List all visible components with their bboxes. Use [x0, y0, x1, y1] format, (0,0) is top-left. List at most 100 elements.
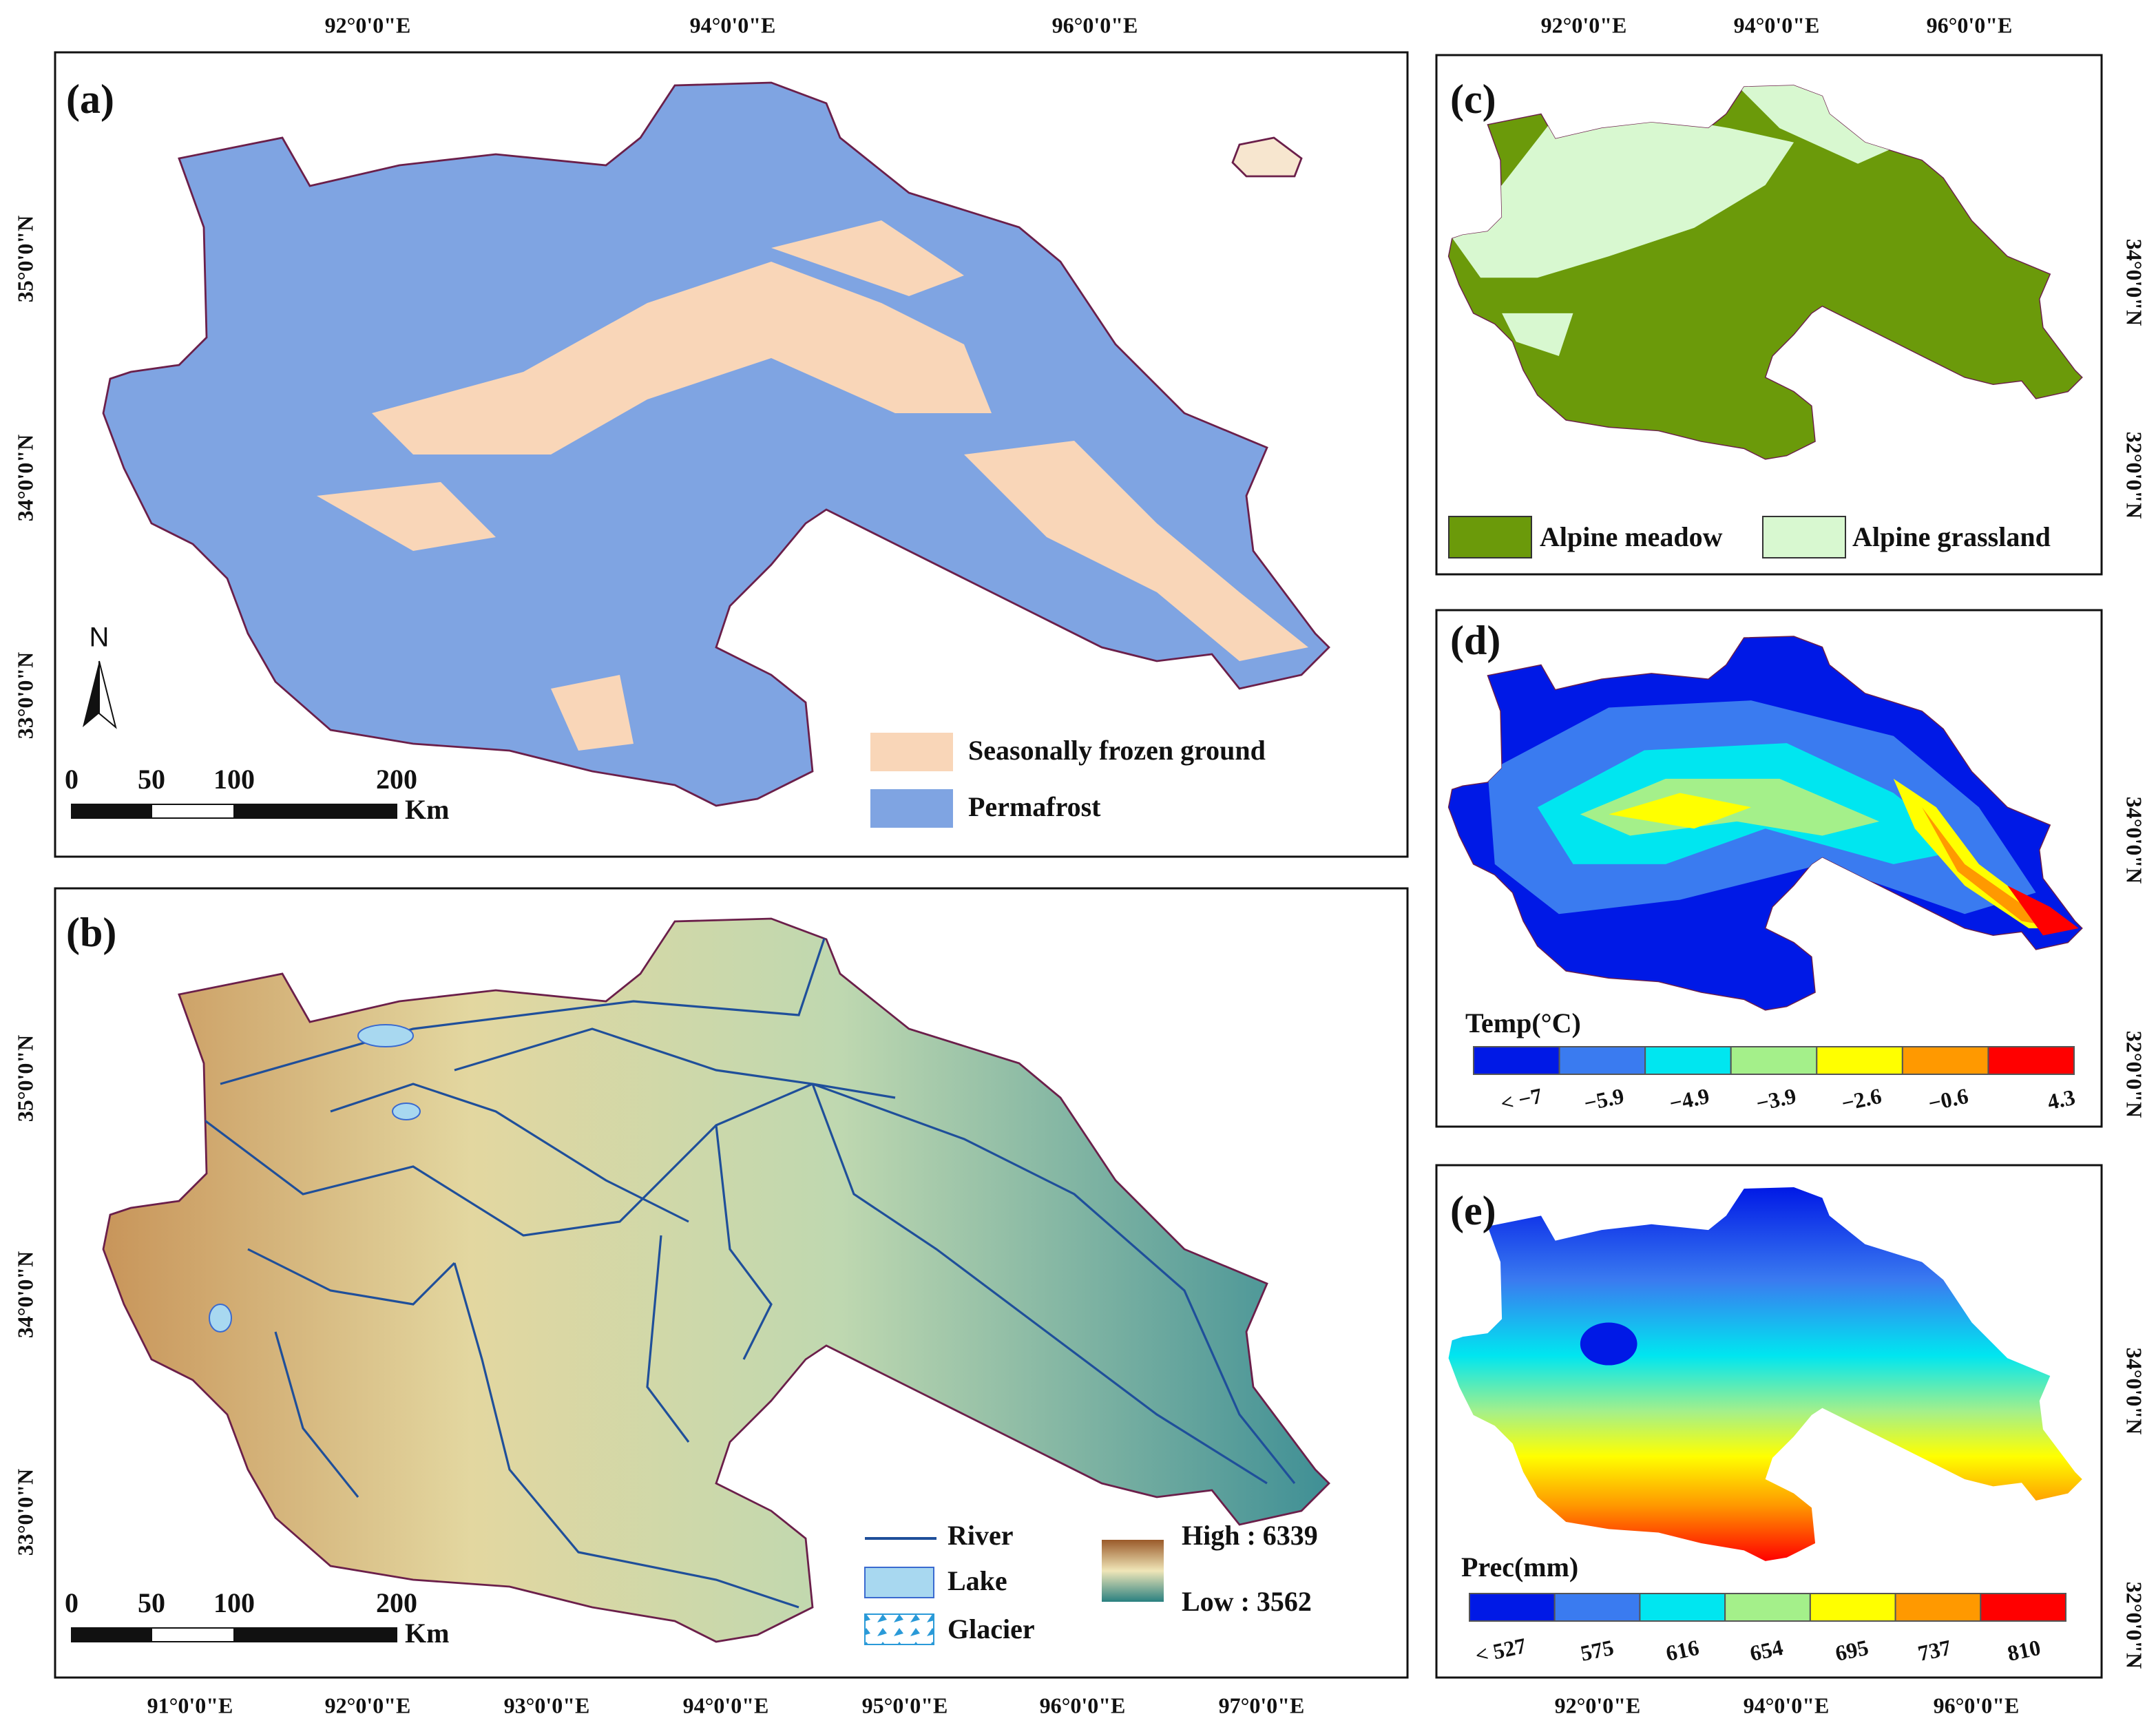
- colorbar-cell: [1987, 1046, 2075, 1075]
- colorbar-label: −0.6: [1926, 1083, 1970, 1116]
- axis-label: 32°0'0"N: [2122, 1582, 2147, 1669]
- scale-label: 50: [138, 764, 165, 795]
- panel-label: (b): [66, 910, 116, 955]
- north-label: N: [90, 623, 109, 653]
- legend-label: Low : 3562: [1182, 1586, 1312, 1617]
- colorbar-label: −4.9: [1667, 1083, 1711, 1116]
- north-arrow: [83, 661, 99, 727]
- colorbar-label: −5.9: [1582, 1083, 1626, 1116]
- panel-label: (c): [1450, 76, 1496, 122]
- panel-frame: [1435, 54, 2103, 576]
- colorbar-cell: [1473, 1046, 1560, 1075]
- colorbar-label: 4.3: [2045, 1085, 2077, 1115]
- scale-bar: [71, 804, 152, 819]
- legend-lake: [864, 1567, 934, 1598]
- axis-label: 96°0'0"E: [1052, 12, 1138, 37]
- legend-label: Lake: [948, 1565, 1007, 1596]
- legend-label: Permafrost: [968, 791, 1101, 822]
- colorbar-label: 737: [1916, 1635, 1953, 1666]
- axis-label: 34°0'0"N: [2122, 797, 2147, 884]
- colorbar-label: 810: [2005, 1635, 2042, 1666]
- legend-label: River: [948, 1520, 1014, 1551]
- colorbar-cell: [1901, 1046, 1989, 1075]
- map-b: [102, 917, 1330, 1643]
- axis-label: 95°0'0"E: [862, 1693, 948, 1717]
- axis-label: 92°0'0"E: [325, 1693, 411, 1717]
- legend-glacier: [864, 1613, 934, 1645]
- colorbar-cell: [1980, 1593, 2066, 1622]
- panel-frame: [54, 51, 1409, 858]
- colorbar-cell: [1644, 1046, 1732, 1075]
- colorbar-title: Prec(mm): [1461, 1552, 1578, 1582]
- colorbar-cell: [1730, 1046, 1818, 1075]
- legend-label: Alpine grassland: [1852, 521, 2051, 552]
- legend-label: Glacier: [948, 1613, 1035, 1644]
- map-a: [83, 81, 1330, 828]
- colorbar-label: < −7: [1498, 1083, 1545, 1116]
- north-arrow: [98, 660, 117, 729]
- scale-label: 200: [376, 1587, 417, 1618]
- axis-label: 94°0'0"E: [690, 12, 776, 37]
- colorbar-cell: [1639, 1593, 1726, 1622]
- legend-swatch: [1762, 516, 1846, 558]
- colorbar-cell: [1724, 1593, 1811, 1622]
- elevation-legend: [1102, 1540, 1164, 1602]
- scale-label: 0: [65, 764, 79, 795]
- panel-frame: [1435, 1164, 2103, 1679]
- colorbar-cell: [1809, 1593, 1896, 1622]
- axis-label: 33°0'0"N: [12, 652, 37, 740]
- colorbar-label: 616: [1664, 1635, 1701, 1666]
- colorbar-label: < 527: [1473, 1633, 1528, 1668]
- axis-label: 96°0'0"E: [1934, 1693, 2020, 1717]
- axis-label: 34°0'0"N: [12, 435, 37, 522]
- axis-label: 96°0'0"E: [1927, 12, 2013, 37]
- panel-frame: [54, 887, 1409, 1679]
- map-d: [1447, 636, 2083, 1011]
- axis-label: 32°0'0"N: [2122, 1031, 2147, 1118]
- panel-frame: [1435, 609, 2103, 1128]
- map-e: [1448, 1187, 2082, 1561]
- colorbar-label: 575: [1578, 1635, 1615, 1666]
- axis-label: 92°0'0"E: [1541, 12, 1627, 37]
- axis-label: 94°0'0"E: [1744, 1693, 1830, 1717]
- axis-label: 34°0'0"N: [12, 1251, 37, 1339]
- axis-label: 94°0'0"E: [683, 1693, 769, 1717]
- axis-label: 92°0'0"E: [325, 12, 411, 37]
- axis-label: 93°0'0"E: [504, 1693, 590, 1717]
- map-c: [1447, 85, 2083, 460]
- colorbar-label: −2.6: [1839, 1083, 1883, 1116]
- legend-swatch: [1448, 516, 1532, 558]
- scale-bar: [233, 804, 397, 819]
- scale-bar: [233, 1627, 397, 1642]
- axis-label: 32°0'0"N: [2122, 432, 2147, 519]
- axis-label: 35°0'0"N: [12, 216, 37, 303]
- axis-label: 96°0'0"E: [1040, 1693, 1126, 1717]
- colorbar-cell: [1894, 1593, 1982, 1622]
- scale-bar: [71, 1627, 152, 1642]
- colorbar-label: 695: [1833, 1635, 1870, 1666]
- legend-label: Seasonally frozen ground: [968, 735, 1266, 766]
- colorbar-cell: [1558, 1046, 1646, 1075]
- colorbar-label: −3.9: [1754, 1083, 1798, 1116]
- panel-label: (d): [1450, 618, 1500, 663]
- colorbar-cell: [1816, 1046, 1903, 1075]
- axis-label: 97°0'0"E: [1219, 1693, 1305, 1717]
- axis-label: 33°0'0"N: [12, 1469, 37, 1556]
- panel-label: (e): [1450, 1188, 1496, 1233]
- legend-swatch: [870, 733, 953, 771]
- axis-label: 34°0'0"N: [2122, 1348, 2147, 1435]
- legend-label: High : 6339: [1182, 1520, 1318, 1551]
- scale-label: 0: [65, 1587, 79, 1618]
- colorbar-title: Temp(°C): [1465, 1007, 1581, 1038]
- colorbar-cell: [1553, 1593, 1641, 1622]
- scale-bar: [151, 1627, 235, 1642]
- axis-label: 94°0'0"E: [1734, 12, 1820, 37]
- panel-label: (a): [66, 76, 114, 122]
- scale-label: 100: [213, 1587, 255, 1618]
- colorbar-cell: [1469, 1593, 1556, 1622]
- scale-label: 100: [213, 764, 255, 795]
- scale-label: 50: [138, 1587, 165, 1618]
- scale-unit: Km: [405, 1618, 449, 1649]
- scale-label: 200: [376, 764, 417, 795]
